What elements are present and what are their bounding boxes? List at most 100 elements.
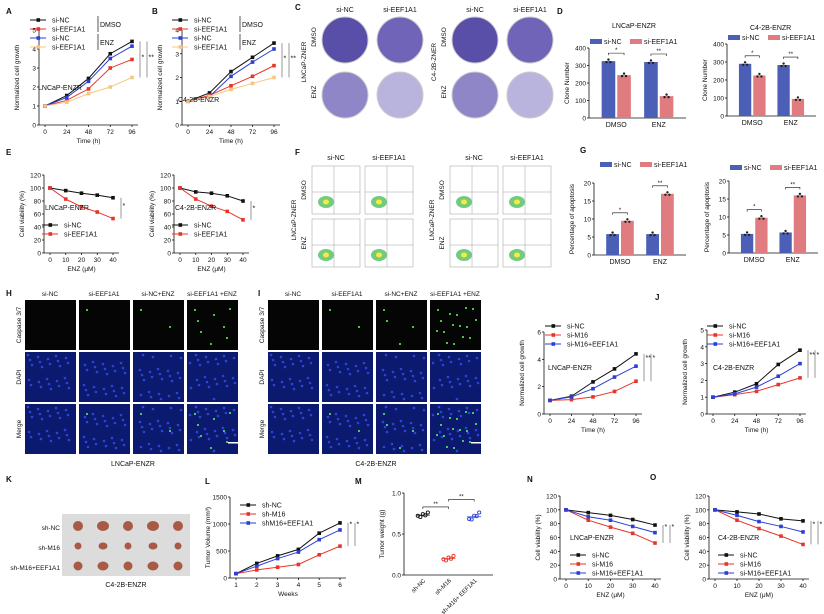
data-point-O: [801, 530, 805, 534]
nucleus-i: [431, 413, 435, 417]
nucleus-i: [283, 417, 287, 421]
nucleus-i: [450, 385, 454, 389]
significance-mark-D2: **: [788, 52, 793, 58]
bar-dot-G1: [651, 231, 654, 234]
nucleus-i: [271, 358, 275, 362]
nucleus-i: [356, 421, 360, 425]
nucleus-i: [355, 389, 359, 393]
legend-label-J2: si-M16: [729, 333, 750, 340]
nucleus-h: [83, 363, 87, 367]
nucleus-i: [289, 409, 293, 413]
nucleus-i: [337, 390, 341, 394]
nucleus-h: [39, 385, 43, 389]
nucleus-h: [221, 374, 225, 378]
bar-G2-0: [740, 233, 754, 253]
y-axis-label-G2: Percentage of apoptosis: [704, 181, 711, 252]
bar-dot-D1: [605, 60, 608, 64]
nucleus-i: [465, 406, 469, 410]
nucleus-i: [334, 412, 338, 416]
data-point-N: [653, 523, 657, 527]
nucleus-i: [403, 429, 407, 433]
y-tick-label-O: 80: [699, 521, 707, 528]
nucleus-i: [298, 379, 302, 383]
nucleus-h: [93, 417, 97, 421]
data-point-A: [108, 56, 113, 61]
panel-letter-N: N: [527, 475, 533, 484]
nucleus-h: [103, 367, 107, 371]
nucleus-i: [457, 357, 461, 361]
data-point-L: [296, 547, 301, 552]
x-tick-label-J1: 72: [611, 418, 619, 425]
nucleus-i: [447, 407, 451, 411]
y-tick-label-A: 0: [32, 123, 36, 130]
panel-letter-B: B: [152, 7, 158, 16]
nucleus-i: [336, 417, 340, 421]
x-tick-label-O: 20: [755, 583, 763, 590]
significance-bracket-G1: [652, 185, 668, 188]
if-image-i: [430, 404, 481, 454]
panel-letter-F: F: [295, 148, 300, 157]
nucleus-i: [459, 362, 463, 366]
legend-label-E2: si-NC: [194, 223, 212, 230]
nucleus-i: [439, 410, 443, 414]
nucleus-i: [474, 428, 478, 432]
nucleus-h: [140, 425, 144, 429]
significance-bracket-G2: [746, 209, 762, 212]
x-tick-label-J1: 48: [589, 418, 597, 425]
data-point-B: [207, 94, 212, 99]
nucleus-h: [112, 389, 116, 393]
data-point-A: [130, 75, 134, 80]
nucleus-i: [475, 408, 479, 412]
legend-marker-A: [36, 27, 41, 31]
nucleus-h: [105, 424, 109, 428]
row-label-f-right: ENZ: [439, 236, 446, 249]
caspase-signal-i: [443, 331, 445, 333]
legend-label-D1: si-EEF1A1: [644, 39, 678, 46]
significance-bracket-G2: [785, 187, 801, 190]
nucleus-h: [149, 395, 153, 399]
legend-group-label-B: ENZ: [242, 40, 257, 47]
nucleus-h: [216, 362, 220, 366]
nucleus-i: [280, 432, 284, 436]
data-point-J2: [754, 385, 759, 389]
y-tick-label-B: 0: [175, 123, 179, 130]
y-tick-label-J1: 4: [537, 357, 541, 364]
data-point-J1: [591, 380, 595, 384]
nucleus-i: [288, 377, 292, 381]
data-point-A: [64, 98, 69, 103]
y-tick-label-L: 0: [223, 576, 227, 583]
nucleus-i: [346, 419, 350, 423]
nucleus-h: [198, 363, 202, 367]
nucleus-h: [38, 360, 42, 364]
nucleus-i: [345, 387, 349, 391]
x-tick-label-N: 10: [585, 583, 593, 590]
x-tick-label-E1: 0: [48, 257, 52, 264]
data-point-B: [250, 81, 255, 86]
bar-G1-1: [661, 193, 674, 255]
nucleus-h: [140, 373, 144, 377]
bar-G1-0: [606, 234, 619, 255]
nucleus-i: [362, 413, 366, 417]
data-point-A: [86, 87, 91, 91]
y-tick-label-E1: 60: [34, 212, 42, 219]
if-image-h: [187, 300, 238, 350]
nucleus-h: [148, 370, 152, 374]
tumor: [174, 542, 182, 550]
bar-dot-G1: [628, 220, 631, 223]
significance-mark-O: *: [813, 521, 816, 528]
data-point-O: [801, 519, 805, 523]
data-point-J1: [591, 386, 595, 391]
nucleus-h: [142, 378, 146, 382]
nucleus-h: [213, 429, 217, 433]
caspase-signal-i: [472, 308, 474, 310]
nucleus-i: [281, 412, 285, 416]
nucleus-h: [27, 378, 31, 382]
colony-plate-c-left: [376, 71, 424, 119]
caspase-signal-i: [436, 330, 438, 332]
nucleus-h: [196, 358, 200, 362]
y-tick-label-A: 3: [32, 66, 36, 73]
if-image-h: [187, 352, 238, 402]
nucleus-i: [290, 382, 294, 386]
y-tick-label-M: 1.0: [392, 491, 401, 498]
nucleus-h: [120, 438, 124, 442]
